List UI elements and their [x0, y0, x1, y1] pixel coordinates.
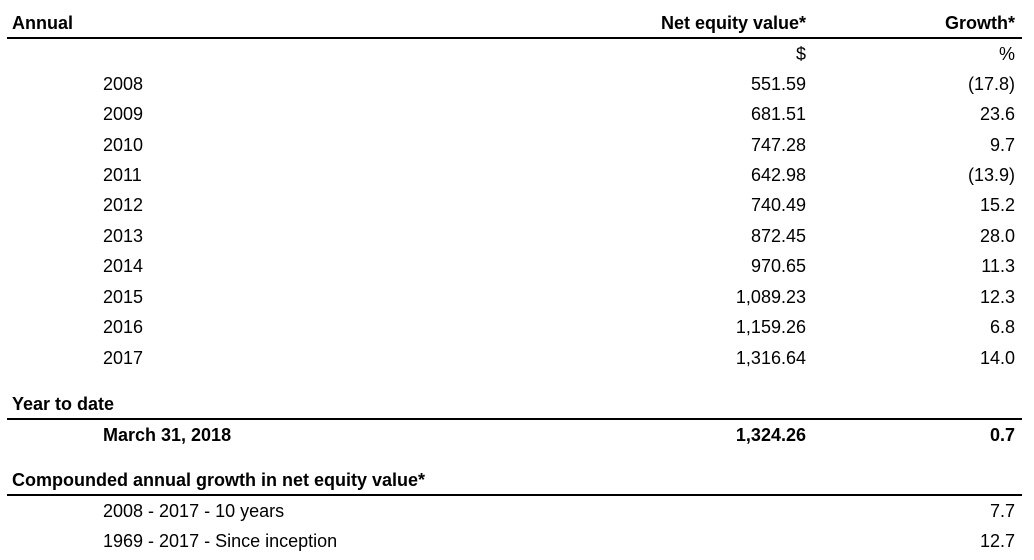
compounded-row: 2008 - 2017 - 10 years 7.7 [0, 496, 1034, 526]
value-cell: 970.65 [750, 256, 806, 276]
value-cell: 551.59 [750, 74, 806, 94]
table-row: 2008 551.59 (17.8) [0, 69, 1034, 99]
table-row: 2012 740.49 15.2 [0, 190, 1034, 220]
growth-cell: (13.9) [967, 165, 1015, 185]
ytd-label: March 31, 2018 [103, 425, 232, 445]
compounded-label: 2008 - 2017 - 10 years [103, 501, 285, 521]
table-row: 2014 970.65 11.3 [0, 251, 1034, 281]
year-cell: 2013 [103, 226, 144, 246]
value-cell: 1,316.64 [735, 348, 806, 368]
ytd-growth: 0.7 [989, 425, 1015, 445]
value-cell: 872.45 [750, 226, 806, 246]
value-cell: 642.98 [750, 165, 806, 185]
table-row: 2017 1,316.64 14.0 [0, 343, 1034, 373]
compounded-heading: Compounded annual growth in net equity v… [12, 470, 426, 490]
header-divider [7, 37, 1022, 39]
table-header: Annual Net equity value* Growth* [0, 8, 1034, 38]
units-row: $ % [0, 39, 1034, 69]
growth-cell: 15.2 [979, 195, 1015, 215]
growth-unit: % [998, 44, 1015, 64]
year-cell: 2011 [103, 165, 142, 185]
growth-cell: (17.8) [967, 74, 1015, 94]
net-equity-value-header: Net equity value* [660, 13, 806, 33]
table-row: 2013 872.45 28.0 [0, 221, 1034, 251]
ytd-row: March 31, 2018 1,324.26 0.7 [0, 420, 1034, 450]
annual-heading: Annual [12, 13, 73, 33]
year-cell: 2014 [103, 256, 144, 276]
compounded-label: 1969 - 2017 - Since inception [103, 531, 338, 551]
year-cell: 2015 [103, 287, 144, 307]
value-unit: $ [795, 44, 806, 64]
growth-cell: 9.7 [989, 135, 1015, 155]
year-cell: 2012 [103, 195, 144, 215]
year-cell: 2010 [103, 135, 144, 155]
year-cell: 2016 [103, 317, 144, 337]
growth-cell: 28.0 [979, 226, 1015, 246]
compounded-divider [7, 494, 1022, 496]
growth-cell: 14.0 [979, 348, 1015, 368]
table-row: 2011 642.98 (13.9) [0, 160, 1034, 190]
growth-cell: 11.3 [981, 256, 1015, 276]
table-row: 2016 1,159.26 6.8 [0, 312, 1034, 342]
value-cell: 740.49 [750, 195, 806, 215]
value-cell: 1,159.26 [735, 317, 806, 337]
growth-cell: 23.6 [979, 104, 1015, 124]
table-row: 2009 681.51 23.6 [0, 99, 1034, 129]
year-cell: 2008 [103, 74, 144, 94]
table-row: 2010 747.28 9.7 [0, 130, 1034, 160]
year-cell: 2009 [103, 104, 144, 124]
compounded-row: 1969 - 2017 - Since inception 12.7 [0, 526, 1034, 556]
growth-cell: 12.3 [979, 287, 1015, 307]
ytd-divider [7, 418, 1022, 420]
compounded-growth: 12.7 [979, 531, 1015, 551]
value-cell: 681.51 [750, 104, 806, 124]
compounded-growth: 7.7 [989, 501, 1015, 521]
year-cell: 2017 [103, 348, 144, 368]
compounded-heading-row: Compounded annual growth in net equity v… [0, 465, 1034, 495]
ytd-heading-row: Year to date [0, 389, 1034, 419]
ytd-heading: Year to date [12, 394, 115, 414]
value-cell: 1,089.23 [735, 287, 806, 307]
table-row: 2015 1,089.23 12.3 [0, 282, 1034, 312]
ytd-value: 1,324.26 [735, 425, 806, 445]
growth-header: Growth* [945, 13, 1015, 33]
growth-cell: 6.8 [989, 317, 1015, 337]
value-cell: 747.28 [750, 135, 806, 155]
